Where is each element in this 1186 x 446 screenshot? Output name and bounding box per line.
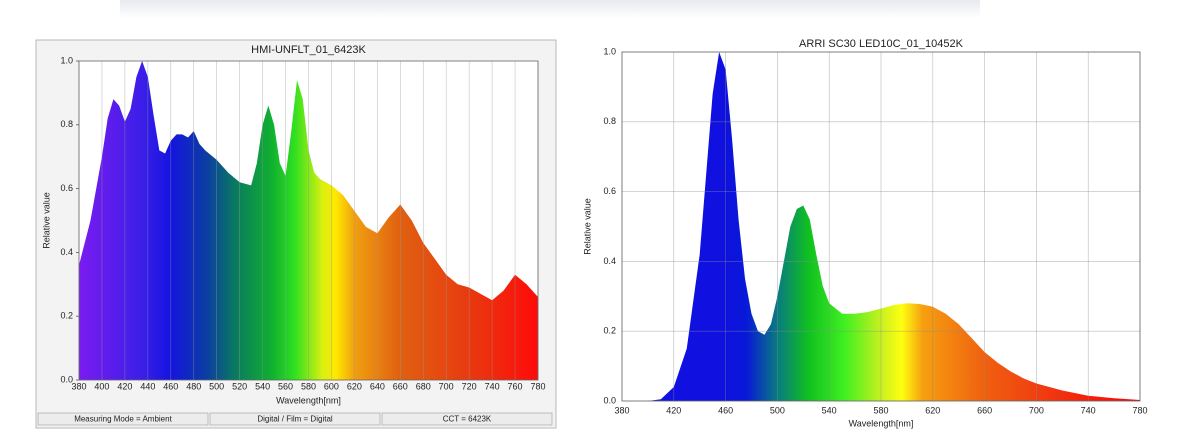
x-axis-label: Wavelength[nm] [849, 418, 914, 428]
x-tick-label: 580 [301, 381, 316, 391]
status-text: Digital / Film = Digital [257, 415, 333, 424]
x-tick-label: 400 [94, 381, 109, 391]
x-tick-label: 460 [718, 405, 733, 415]
y-tick-label: 0.0 [60, 374, 73, 384]
x-tick-label: 740 [485, 381, 500, 391]
x-tick-label: 540 [255, 381, 270, 391]
x-tick-label: 380 [71, 381, 86, 391]
x-tick-label: 620 [347, 381, 362, 391]
x-tick-label: 500 [770, 405, 785, 415]
y-tick-label: 0.2 [60, 311, 73, 321]
status-cell [37, 412, 209, 426]
chart-title: ARRI SC30 LED10C_01_10452K [799, 38, 964, 50]
x-tick-label: 640 [370, 381, 385, 391]
status-text: Measuring Mode = Ambient [74, 415, 172, 424]
status-cell [381, 412, 553, 426]
y-tick-label: 0.4 [603, 256, 616, 266]
spectrum-area [622, 52, 1140, 401]
y-tick-label: 0.2 [603, 326, 616, 336]
chart-layer: HMI-UNFLT_01_6423K 380 400 420 440 460 480 500 5… [37, 38, 1148, 428]
x-tick-label: 780 [530, 381, 545, 391]
chart-title: HMI-UNFLT_01_6423K [251, 44, 366, 56]
y-tick-label: 0.6 [60, 183, 73, 193]
x-tick-label: 580 [873, 405, 888, 415]
top-shade [120, 0, 980, 18]
y-tick-label: 1.0 [60, 55, 73, 65]
y-tick-label: 0.8 [60, 119, 73, 129]
x-tick-label: 720 [462, 381, 477, 391]
y-tick-label: 0.6 [603, 186, 616, 196]
x-tick-label: 700 [439, 381, 454, 391]
x-tick-label: 460 [163, 381, 178, 391]
x-tick-label: 780 [1132, 405, 1147, 415]
y-tick-label: 0.0 [603, 395, 616, 405]
y-tick-label: 1.0 [603, 46, 616, 56]
x-tick-label: 480 [186, 381, 201, 391]
x-tick-label: 540 [822, 405, 837, 415]
x-tick-label: 760 [508, 381, 523, 391]
x-tick-label: 660 [977, 405, 992, 415]
x-tick-label: 440 [140, 381, 155, 391]
plot-border [621, 51, 1141, 402]
x-tick-label: 560 [278, 381, 293, 391]
y-tick-label: 0.4 [60, 247, 73, 257]
x-tick-label: 680 [416, 381, 431, 391]
x-tick-label: 700 [1029, 405, 1044, 415]
status-cell [209, 412, 381, 426]
x-tick-label: 660 [393, 381, 408, 391]
y-tick-label: 0.8 [603, 116, 616, 126]
x-tick-label: 420 [117, 381, 132, 391]
y-axis-label: Relative value [582, 198, 592, 255]
x-axis-label: Wavelength[nm] [276, 395, 341, 405]
status-text: CCT = 6423K [443, 415, 492, 424]
x-tick-label: 740 [1081, 405, 1096, 415]
y-axis-label: Relative value [41, 192, 51, 249]
x-tick-label: 380 [614, 405, 629, 415]
x-tick-label: 520 [232, 381, 247, 391]
x-tick-label: 500 [209, 381, 224, 391]
x-tick-label: 620 [925, 405, 940, 415]
plot-border [78, 60, 539, 381]
x-tick-label: 600 [324, 381, 339, 391]
x-tick-label: 420 [666, 405, 681, 415]
